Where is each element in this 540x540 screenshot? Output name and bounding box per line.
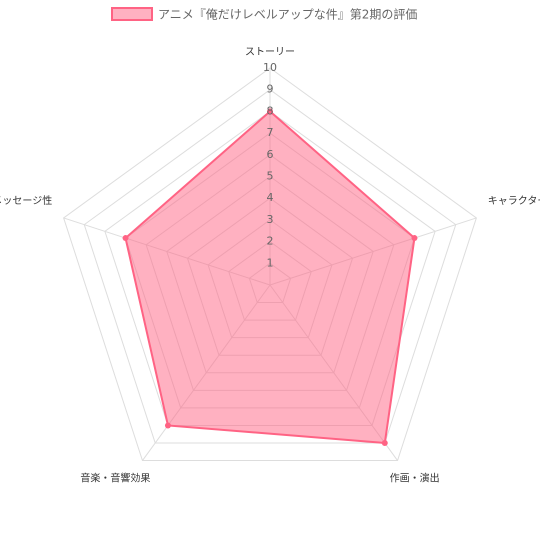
data-area [124,110,416,445]
legend-label: アニメ『俺だけレベルアップな件』第2期の評価 [158,7,417,22]
data-point [164,422,171,429]
legend: アニメ『俺だけレベルアップな件』第2期の評価 [111,7,417,22]
data-point [122,235,129,242]
r-tick-label: 9 [267,83,274,96]
data-point [411,235,418,242]
r-tick-label: 3 [267,213,274,226]
r-tick-label: 5 [267,170,274,183]
category-label: 音楽・音響効果 [80,471,150,484]
category-label: キャラクター [488,195,540,207]
category-label: ストーリー [245,47,295,58]
r-tick-label: 2 [267,235,274,248]
category-label: メッセージ性 [0,194,52,207]
legend-swatch [111,7,153,21]
r-tick-label: 8 [267,104,274,117]
category-label: 作画・演出 [390,471,440,484]
grid-line [63,67,477,462]
grid-line [83,89,457,444]
r-tick-label: 6 [267,148,274,161]
data-point [267,108,273,115]
data-point [381,440,388,447]
r-tick-label: 7 [267,126,274,139]
r-tick-label: 10 [263,61,277,74]
r-tick-label: 4 [267,191,274,204]
r-tick-label: 1 [267,256,274,269]
